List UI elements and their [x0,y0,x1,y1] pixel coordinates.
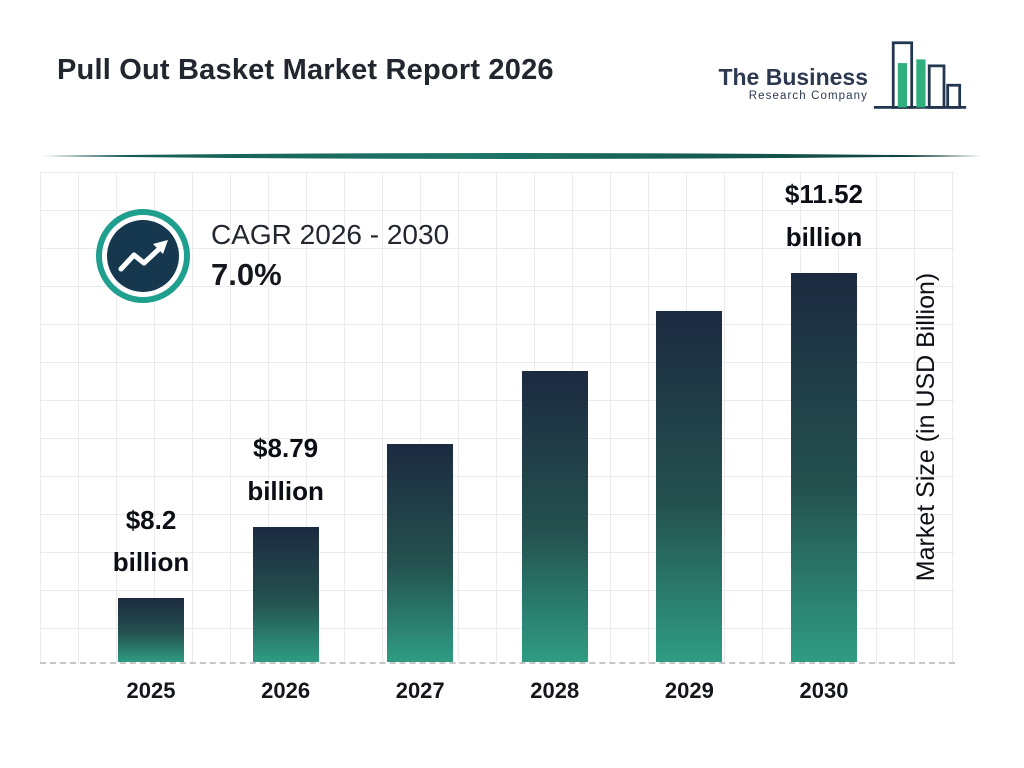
bar-2025 [118,598,184,662]
x-tick-2028: 2028 [530,678,580,703]
bar-column-2025: $8.2 billion [90,172,212,662]
x-tick-2030: 2030 [799,678,849,703]
bar-2029 [656,311,723,662]
company-logo: The Business Research Company [718,40,968,112]
bar-column-2026: $8.79 billion [225,172,347,662]
cagr-period-label: CAGR 2026 - 2030 [211,219,450,250]
bar-column-2029 [628,172,750,662]
x-tick-2027: 2027 [395,678,445,703]
page-title: Pull Out Basket Market Report 2026 [57,54,554,86]
cagr-value: 7.0% [211,257,282,292]
x-tick-2025: 2025 [126,678,176,703]
bar-column-2030: $11.52 billion [763,172,885,662]
bar-chart-logo-icon [873,41,967,109]
cagr-text: CAGR 2026 - 2030 7.0% [211,219,449,293]
bar-2030 [790,272,857,662]
bar-column-2028 [494,172,616,662]
trend-up-icon [96,209,190,303]
logo-subtitle: Research Company [748,90,868,102]
cagr-badge: CAGR 2026 - 2030 7.0% [95,208,449,304]
plot-area: CAGR 2026 - 2030 7.0% $8.2 billion $8.79 bi… [40,172,955,664]
bar-2026 [252,527,319,662]
bars-row: $8.2 billion $8.79 billion $11.52 billion [90,172,885,662]
x-tick-2026: 2026 [261,678,311,703]
bar-value-label-2030: $11.52 billion [784,179,864,253]
x-axis-labels: 2025 2026 2027 2028 2029 2030 [90,678,885,704]
logo-name: The Business [718,63,868,90]
bar-value-label-2025: $8.2 billion [112,504,190,578]
bar-column-2027 [359,172,481,662]
x-tick-2029: 2029 [664,678,714,703]
bar-2028 [521,370,588,662]
bar-2027 [387,443,454,662]
divider-line [42,153,982,159]
bar-value-label-2026: $8.79 billion [247,433,324,507]
y-axis-label: Market Size (in USD Billion) [912,272,940,582]
logo-text: The Business Research Company [718,65,868,102]
